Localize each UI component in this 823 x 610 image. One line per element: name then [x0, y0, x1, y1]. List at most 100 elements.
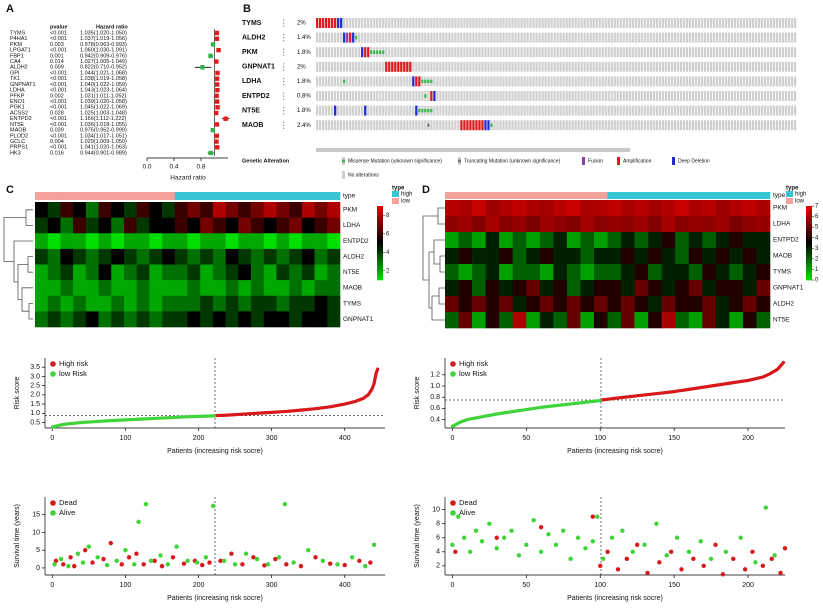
sample-cell [487, 76, 490, 87]
sample-cell [742, 18, 746, 28]
sample-cell [553, 47, 556, 58]
sample-cell [580, 76, 583, 87]
row-label: TYMS [343, 300, 362, 307]
heat-cell [566, 280, 581, 297]
risk-curve [213, 367, 380, 418]
sample-cell [586, 47, 589, 58]
sample-cell [706, 47, 710, 58]
sample-cell [400, 76, 403, 87]
sample-cell [505, 18, 508, 28]
heat-cell [458, 280, 473, 297]
sample-cell [499, 91, 502, 101]
hazard-ratio-label: 1.045(1.022-1.069) [80, 105, 127, 111]
sample-cell [679, 105, 683, 116]
point [104, 562, 110, 568]
sample-cell [439, 105, 442, 116]
gene-label: NT5E [242, 107, 260, 114]
pvalue: <0.001 [50, 70, 67, 76]
gene-label: TYMS [10, 30, 26, 36]
sample-cell [496, 32, 499, 43]
sample-cell [544, 18, 547, 28]
x-tick-label: 200 [742, 582, 754, 589]
sample-cell [517, 32, 520, 43]
pvalue: <0.001 [50, 133, 67, 139]
heat-cell [238, 295, 252, 312]
point [342, 562, 347, 568]
heat-cell [314, 295, 328, 312]
alteration [334, 105, 337, 116]
hazard-ratio-label: 1.166(1.112-1.222) [80, 116, 127, 122]
hazard-ratio-point [214, 30, 220, 36]
sample-cell [625, 47, 628, 58]
sample-cell [682, 18, 686, 28]
hazard-ratio-point [210, 42, 216, 47]
sample-cell [730, 105, 734, 116]
sample-cell [457, 32, 460, 43]
sample-cell [676, 91, 680, 101]
sample-cell [481, 47, 484, 58]
point [148, 558, 154, 564]
sample-cell [445, 61, 448, 72]
sample-cell [652, 47, 655, 58]
sample-cell [361, 105, 364, 116]
hazard-ratio-point [210, 127, 216, 133]
alteration [352, 32, 355, 43]
sample-cell [742, 32, 746, 43]
heat-cell [111, 311, 125, 328]
heat-cell [263, 248, 277, 265]
sample-cell [514, 32, 517, 43]
sample-cell [364, 120, 367, 131]
heat-cell [73, 280, 87, 297]
sample-cell [634, 120, 637, 131]
sample-cell [688, 47, 692, 58]
heat-cell [187, 248, 201, 265]
sample-cell [511, 18, 514, 28]
point [538, 525, 544, 530]
sample-cell [385, 32, 388, 43]
point [114, 558, 119, 564]
sample-cell [664, 32, 667, 43]
heat-cell [47, 233, 61, 250]
heat-cell [98, 248, 112, 265]
sample-cell [625, 76, 628, 87]
sample-cell [586, 32, 589, 43]
heat-cell [238, 217, 252, 234]
sample-cell [607, 32, 610, 43]
sample-cell [772, 91, 776, 101]
sample-cell [490, 61, 493, 72]
colorbar-slice [377, 270, 383, 273]
heat-cell [593, 280, 608, 297]
sample-cell [706, 76, 710, 87]
sample-cell [472, 61, 475, 72]
dendrogram [422, 207, 445, 321]
sample-cell [637, 91, 640, 101]
heat-cell [661, 280, 676, 297]
sample-cell [469, 32, 472, 43]
sample-cell [721, 91, 725, 101]
sample-cell [769, 47, 773, 58]
sample-cell [553, 120, 556, 131]
sample-cell [520, 61, 523, 72]
sample-cell [376, 120, 379, 131]
colorbar-slice [377, 265, 383, 268]
sample-cell [610, 91, 613, 101]
sample-cell [466, 105, 469, 116]
sample-cell [499, 120, 502, 131]
colorbar-slice [806, 254, 812, 257]
type-cell [648, 192, 662, 199]
sample-cell [373, 120, 376, 131]
sample-cell [769, 91, 773, 101]
sample-cell [469, 105, 472, 116]
sample-cell [757, 18, 761, 28]
sample-cell [742, 91, 746, 101]
legend-label: Dead [459, 498, 477, 507]
sample-cell [589, 47, 592, 58]
legend-swatch [582, 157, 585, 165]
heat-cell [661, 312, 676, 329]
point [291, 560, 296, 565]
x-tick-label: 150 [668, 582, 680, 589]
sample-cell [775, 120, 779, 131]
heat-cell [212, 264, 226, 281]
colorbar-slice [377, 224, 383, 227]
